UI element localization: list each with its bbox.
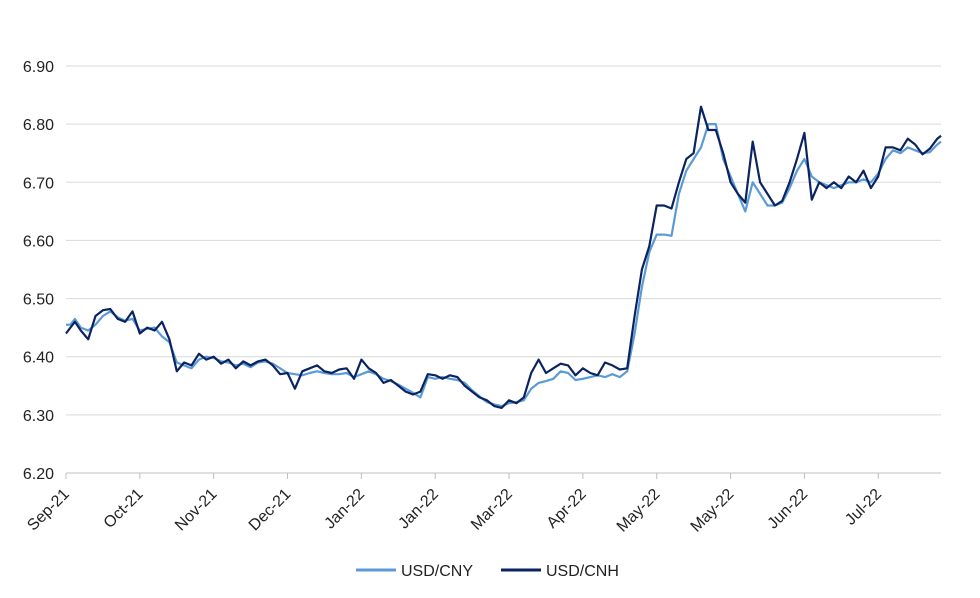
series-line-usd-cnh xyxy=(65,105,942,409)
x-tick-label: Jan-22 xyxy=(395,486,442,533)
legend: USD/CNY USD/CNH xyxy=(356,563,619,580)
y-tick-label: 6.60 xyxy=(23,233,54,250)
x-axis-ticks: Sep-21 Oct-21 Nov-21 Dec-21 Jan-22 Jan-22 Mar-… xyxy=(24,473,885,536)
x-tick-label: Sep-21 xyxy=(24,486,73,535)
y-tick-label: 6.70 xyxy=(23,175,54,192)
y-tick-label: 6.30 xyxy=(23,408,54,425)
x-tick-label: Oct-21 xyxy=(101,486,147,532)
x-tick-label: May-22 xyxy=(688,486,738,536)
x-tick-label: Nov-21 xyxy=(172,486,221,535)
y-tick-label: 6.90 xyxy=(23,59,54,76)
x-tick-label: May-22 xyxy=(614,486,664,536)
y-tick-label: 6.40 xyxy=(23,350,54,367)
gridlines xyxy=(66,65,941,474)
x-tick-label: Apr-22 xyxy=(544,486,590,532)
legend-label: USD/CNY xyxy=(401,563,473,580)
series-line-usd-cny xyxy=(66,122,942,408)
y-axis-ticks: 6.20 6.30 6.40 6.50 6.60 6.70 6.80 6.90 xyxy=(23,59,54,483)
y-tick-label: 6.20 xyxy=(23,466,54,483)
y-tick-label: 6.80 xyxy=(23,117,54,134)
x-tick-label: Jun-22 xyxy=(765,486,812,533)
x-tick-label: Mar-22 xyxy=(468,486,516,534)
x-tick-label: Jan-22 xyxy=(322,486,369,533)
x-tick-label: Dec-21 xyxy=(246,486,295,535)
y-tick-label: 6.50 xyxy=(23,292,54,309)
series-lines xyxy=(65,105,942,409)
legend-label: USD/CNH xyxy=(546,563,619,580)
x-tick-label: Jul-22 xyxy=(842,486,885,529)
